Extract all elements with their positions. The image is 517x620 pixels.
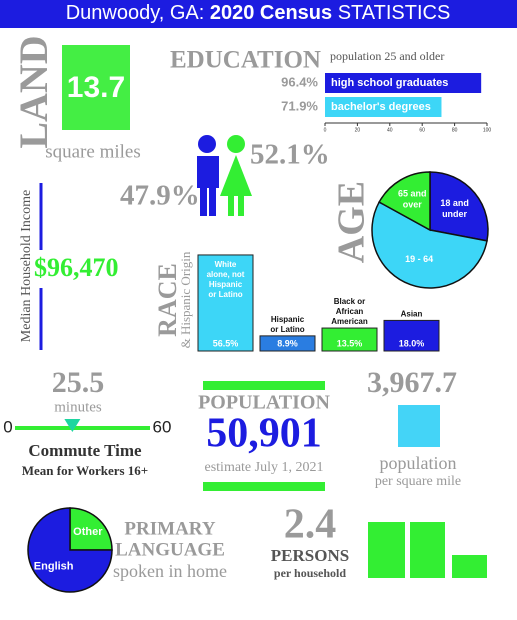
population-bar [203, 381, 325, 390]
education-subtitle: population 25 and older [330, 49, 444, 63]
bar [321, 327, 378, 352]
age-title: AGE [331, 181, 373, 263]
land-unit: square miles [45, 141, 141, 162]
male-percent: 47.9% [120, 180, 200, 212]
scale-label: 60 [153, 417, 172, 436]
density-box [398, 405, 440, 447]
female-percent: 52.1% [250, 139, 330, 171]
value-label: 71.9% [281, 98, 318, 113]
commute-value: 25.5 [52, 366, 105, 399]
header-statistics: STATISTICS [338, 2, 451, 24]
scale-label: 0 [3, 417, 12, 436]
slice-label: Other [73, 526, 103, 538]
header-bar [0, 0, 517, 28]
language-subtitle: spoken in home [113, 561, 227, 581]
education-title: EDUCATION [170, 47, 321, 74]
header-place: Dunwoody, GA: [66, 2, 205, 24]
value-label: 56.5% [213, 338, 239, 348]
slice-label: 65 and over [398, 189, 427, 210]
bar [197, 254, 254, 352]
population-value: 50,901 [206, 411, 322, 457]
household-icon [410, 522, 445, 578]
pie-slice [371, 201, 488, 289]
value-label: 96.4% [281, 74, 318, 89]
value-label: 8.9% [277, 338, 298, 348]
household-icon [368, 522, 405, 578]
bar-label: Asian [401, 310, 423, 319]
pie-slice [27, 507, 113, 593]
language-title: LANGUAGE [115, 539, 225, 560]
header-title: Dunwoody, GA: 2020 Census STATISTICS [66, 2, 451, 24]
bar [325, 73, 482, 93]
bar-label: bachelor's degrees [331, 101, 431, 113]
x-tick-label: 60 [419, 127, 425, 133]
x-tick-label: 100 [483, 127, 492, 133]
language-title: PRIMARY [124, 518, 215, 539]
commute-scale: 0 60 [3, 417, 171, 436]
land-value: 13.7 [67, 71, 125, 104]
pie-slice [429, 171, 489, 242]
land-box [62, 45, 130, 130]
bar [325, 97, 442, 117]
bar [383, 319, 440, 352]
race-chart: 56.5% White alone, not Hispanic or Latino 8.9… [197, 254, 440, 352]
bar-label: White alone, not Hispanic or Latino [207, 260, 245, 299]
header-census: 2020 Census [210, 2, 332, 24]
language-pie: Other English [27, 507, 113, 593]
x-tick-label: 20 [355, 127, 361, 133]
household-icon [452, 555, 487, 578]
x-tick-label: 0 [324, 127, 327, 133]
pie-slice [378, 171, 431, 232]
x-tick-label: 80 [452, 127, 458, 133]
race-subtitle: & Hispanic Origin [178, 251, 193, 348]
household-value: 2.4 [284, 502, 337, 548]
commute-title: Commute Time [28, 441, 142, 460]
pie-slice [69, 507, 113, 551]
density-label: population [380, 453, 457, 473]
slice-label: 19 - 64 [405, 254, 433, 264]
female-icon [220, 135, 252, 216]
bar-label: Black or African American [331, 297, 368, 326]
population-title: POPULATION [198, 392, 330, 414]
population-note: estimate July 1, 2021 [205, 460, 324, 475]
slice-label: 18 and under [440, 199, 469, 220]
bar-label: Hispanic or Latino [270, 315, 304, 334]
slice-label: English [34, 560, 74, 572]
male-icon [197, 135, 219, 216]
population-bar [203, 482, 325, 491]
commute-unit: minutes [54, 399, 102, 415]
x-tick-label: 40 [387, 127, 393, 133]
income-label: Median Household Income [19, 190, 34, 342]
density-value: 3,967.7 [367, 366, 457, 399]
land-label: LAND [11, 35, 56, 148]
bar [259, 335, 316, 352]
household-unit: per household [274, 566, 346, 580]
commute-marker [64, 419, 81, 432]
education-chart: 0 20 40 60 80 100 high school graduates 96.4% ba… [281, 73, 491, 133]
value-label: 18.0% [399, 338, 425, 348]
value-label: 13.5% [337, 338, 363, 348]
density-unit: per square mile [375, 474, 461, 489]
race-title: RACE [153, 263, 182, 337]
income-value: $96,470 [34, 253, 119, 282]
household-label: PERSONS [271, 546, 349, 565]
bar-label: high school graduates [331, 77, 448, 89]
age-pie: 18 and under 19 - 64 65 and over [371, 171, 489, 289]
commute-subtitle: Mean for Workers 16+ [22, 463, 148, 478]
